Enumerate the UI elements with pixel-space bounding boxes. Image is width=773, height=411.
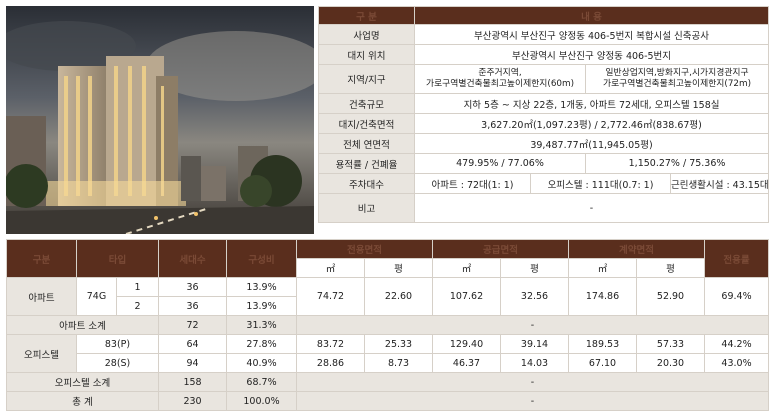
label-project-name: 사업명 — [318, 24, 415, 45]
apt-row1-ratio: 13.9% — [226, 277, 298, 297]
label-building-scale: 건축규모 — [318, 93, 415, 114]
value-project-name: 부산광역시 부산진구 양정동 406-5번지 복합시설 신축공사 — [413, 24, 770, 45]
value-zoning-right: 일반상업지역,방화지구,시가지경관지구 가로구역별건축물최고높이제한지(72m) — [584, 64, 770, 94]
off-row2-ratio: 40.9% — [226, 353, 298, 373]
th-sup-py: 평 — [500, 258, 570, 278]
apt-subtotal-label: 아파트 소계 — [5, 315, 160, 335]
apt-type: 74G — [76, 277, 117, 316]
off-row2-con-m2: 67.10 — [568, 353, 638, 373]
th-count: 세대수 — [158, 239, 228, 278]
th-exclusive-area: 전용면적 — [296, 239, 434, 259]
off-row1-type: 83(P) — [75, 334, 160, 354]
total-ratio: 100.0% — [226, 391, 298, 411]
apt-con-py: 52.90 — [636, 277, 706, 316]
off-row2-sup-m2: 46.37 — [432, 353, 502, 373]
total-dash: - — [296, 391, 770, 411]
th-excl-py: 평 — [364, 258, 434, 278]
apt-row1-count: 36 — [158, 277, 228, 297]
th-exclusive-rate: 전용률 — [704, 239, 770, 278]
off-row1-sup-py: 39.14 — [500, 334, 570, 354]
apt-rate: 69.4% — [704, 277, 770, 316]
off-row1-con-py: 57.33 — [636, 334, 706, 354]
off-subtotal-label: 오피스텔 소계 — [5, 372, 160, 392]
value-parking-apartment: 아파트 : 72대(1: 1) — [414, 173, 531, 194]
th-excl-m2: ㎡ — [296, 258, 366, 278]
th-type: 구분 — [6, 239, 77, 278]
apt-sup-py: 32.56 — [500, 277, 570, 316]
project-info-table: 구 분 내 용 사업명 부산광역시 부산진구 양정동 406-5번지 복합시설 … — [318, 6, 770, 223]
th-supply-area: 공급면적 — [432, 239, 570, 259]
th-con-py: 평 — [636, 258, 706, 278]
off-row2-excl-m2: 28.86 — [296, 353, 366, 373]
apt-subtotal-dash: - — [296, 315, 770, 335]
th-sup-m2: ㎡ — [432, 258, 502, 278]
off-subtotal-ratio: 68.7% — [226, 372, 298, 392]
off-row1-con-m2: 189.53 — [568, 334, 638, 354]
th-contract-area: 계약면적 — [568, 239, 706, 259]
value-building-scale: 지하 5층 ~ 지상 22층, 1개동, 아파트 72세대, 오피스텔 158실 — [413, 93, 770, 114]
label-total-floor-area: 전체 연면적 — [318, 133, 415, 154]
value-site-building-area: 3,627.20㎡(1,097.23평) / 2,772.46㎡(838.67평… — [413, 113, 770, 134]
off-row2-count: 94 — [158, 353, 228, 373]
value-total-floor-area: 39,487.77㎡(11,945.05평) — [413, 133, 770, 154]
off-subtotal-count: 158 — [158, 372, 228, 392]
unit-composition-table: 구분 타입 세대수 구성비 전용면적 공급면적 계약면적 전용률 ㎡ 평 ㎡ 평… — [5, 239, 770, 411]
off-label: 오피스텔 — [6, 334, 77, 373]
value-parking-officetel: 오피스텔 : 111대(0.7: 1) — [530, 173, 671, 194]
off-row1-rate: 44.2% — [704, 334, 770, 354]
off-row2-excl-py: 8.73 — [364, 353, 434, 373]
th-kind: 타입 — [75, 239, 160, 278]
apt-row2-ratio: 13.9% — [226, 296, 298, 316]
info-header-content: 내 용 — [413, 6, 770, 25]
th-ratio: 구성비 — [226, 239, 298, 278]
value-far-bcr-right: 1,150.27% / 75.36% — [584, 153, 770, 174]
info-header-category: 구 분 — [318, 6, 415, 25]
off-row1-ratio: 27.8% — [226, 334, 298, 354]
off-row2-type: 28(S) — [75, 353, 160, 373]
label-zoning: 지역/지구 — [318, 64, 415, 94]
off-row1-sup-m2: 129.40 — [432, 334, 502, 354]
total-count: 230 — [158, 391, 228, 411]
apt-row2-count: 36 — [158, 296, 228, 316]
label-site-location: 대지 위치 — [318, 44, 415, 65]
apt-row2-no: 2 — [115, 296, 160, 316]
apt-excl-py: 22.60 — [364, 277, 434, 316]
off-subtotal-dash: - — [296, 372, 770, 392]
off-row2-con-py: 20.30 — [636, 353, 706, 373]
apt-subtotal-count: 72 — [158, 315, 228, 335]
off-row2-sup-py: 14.03 — [500, 353, 570, 373]
value-remarks: - — [413, 193, 770, 223]
off-row1-count: 64 — [158, 334, 228, 354]
apt-sup-m2: 107.62 — [432, 277, 502, 316]
apt-row1-no: 1 — [115, 277, 160, 297]
label-parking: 주차대수 — [318, 173, 415, 194]
apt-con-m2: 174.86 — [568, 277, 638, 316]
off-row1-excl-py: 25.33 — [364, 334, 434, 354]
th-con-m2: ㎡ — [568, 258, 638, 278]
value-far-bcr-left: 479.95% / 77.06% — [414, 153, 586, 174]
label-far-bcr: 용적률 / 건폐율 — [318, 153, 415, 174]
apt-excl-m2: 74.72 — [296, 277, 366, 316]
total-label: 총 계 — [5, 391, 160, 411]
value-parking-retail: 근린생활시설 : 43.15대 — [669, 173, 770, 194]
value-site-location: 부산광역시 부산진구 양정동 406-5번지 — [413, 44, 770, 65]
building-rendering — [6, 6, 314, 234]
label-remarks: 비고 — [318, 193, 415, 223]
label-site-building-area: 대지/건축면적 — [318, 113, 415, 134]
off-row2-rate: 43.0% — [704, 353, 770, 373]
off-row1-excl-m2: 83.72 — [296, 334, 366, 354]
apt-subtotal-ratio: 31.3% — [226, 315, 298, 335]
apt-label: 아파트 — [6, 277, 77, 316]
value-zoning-left: 준주거지역, 가로구역별건축물최고높이제한지(60m) — [414, 64, 586, 94]
